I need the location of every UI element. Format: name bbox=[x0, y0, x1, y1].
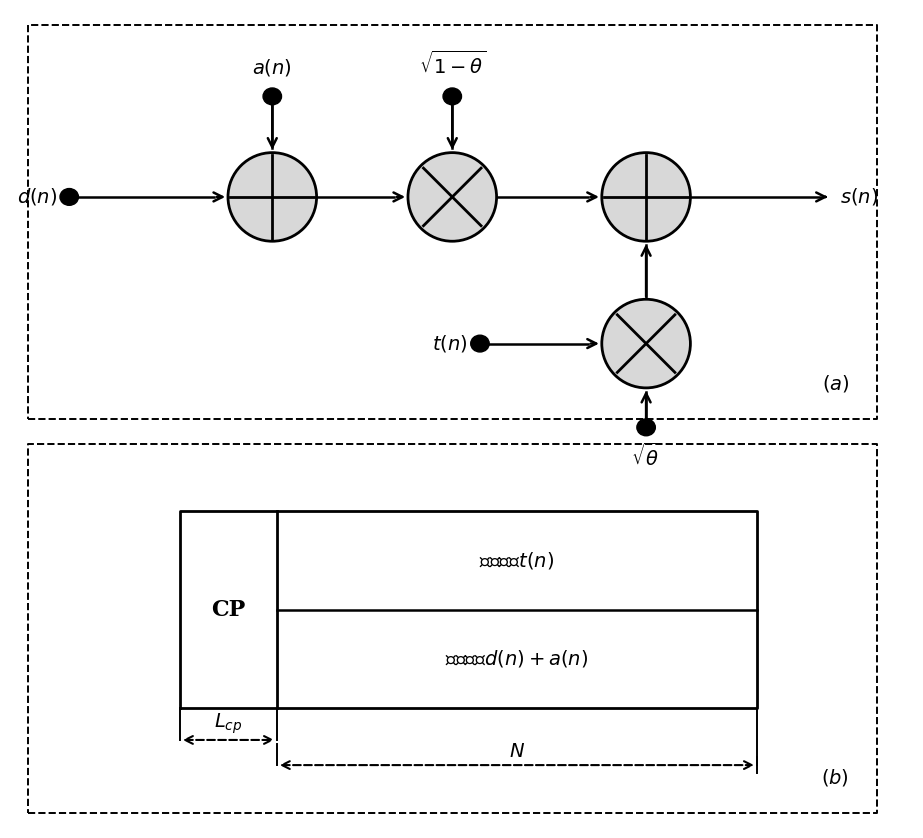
Text: $N$: $N$ bbox=[509, 743, 525, 761]
Ellipse shape bbox=[602, 153, 690, 241]
Text: $(b)$: $(b)$ bbox=[821, 767, 849, 788]
Text: $s(n)$: $s(n)$ bbox=[840, 186, 878, 208]
Text: $\sqrt{1-\theta}$: $\sqrt{1-\theta}$ bbox=[419, 50, 485, 78]
Circle shape bbox=[263, 88, 282, 105]
Circle shape bbox=[471, 335, 489, 352]
Circle shape bbox=[60, 189, 78, 205]
Ellipse shape bbox=[228, 153, 317, 241]
Text: $\sqrt{\theta}$: $\sqrt{\theta}$ bbox=[630, 442, 662, 470]
Text: 训练序列$t(n)$: 训练序列$t(n)$ bbox=[479, 550, 555, 571]
Text: $d(n)$: $d(n)$ bbox=[17, 186, 57, 208]
Text: $a(n)$: $a(n)$ bbox=[252, 57, 293, 78]
Text: $t(n)$: $t(n)$ bbox=[432, 333, 468, 354]
Ellipse shape bbox=[408, 153, 497, 241]
Text: 信息序列$d(n)+a(n)$: 信息序列$d(n)+a(n)$ bbox=[445, 649, 589, 670]
Ellipse shape bbox=[602, 299, 690, 388]
Text: $(a)$: $(a)$ bbox=[821, 373, 849, 394]
Text: $L_{cp}$: $L_{cp}$ bbox=[214, 711, 243, 736]
Circle shape bbox=[443, 88, 462, 105]
Circle shape bbox=[637, 419, 655, 436]
Text: CP: CP bbox=[211, 598, 246, 621]
